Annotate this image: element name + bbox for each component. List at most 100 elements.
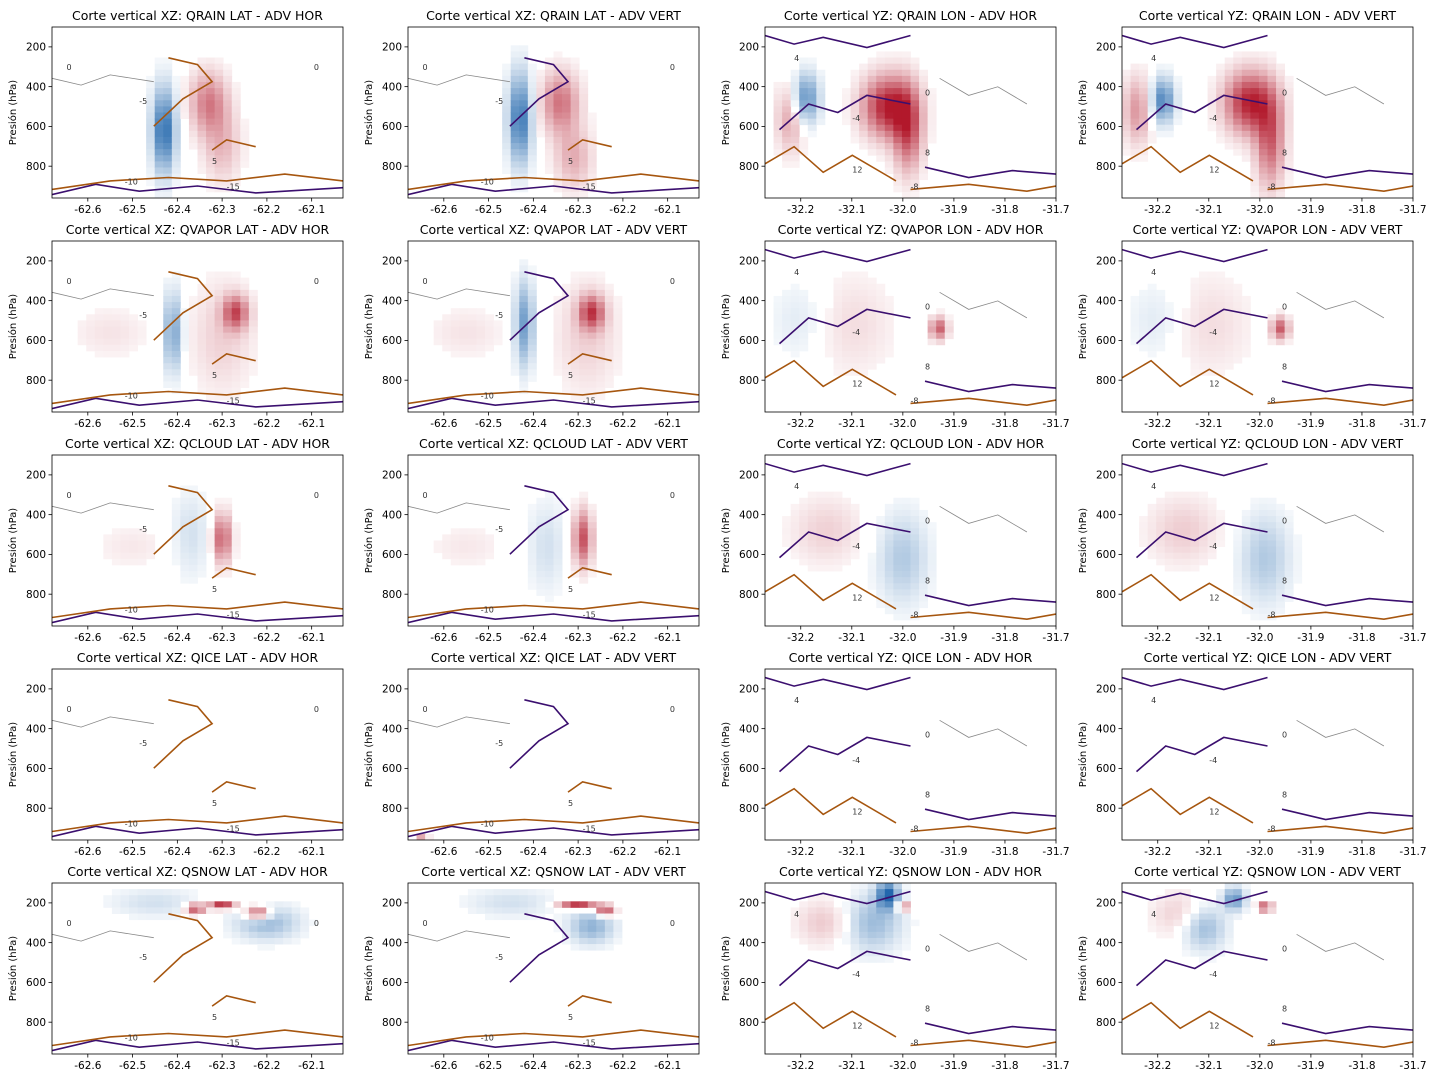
heatmap-cell xyxy=(1207,283,1217,291)
heatmap-cell xyxy=(1276,558,1286,566)
contour-line xyxy=(910,1039,1056,1049)
heatmap-cell xyxy=(493,907,503,914)
heatmap-cell xyxy=(544,161,554,168)
heatmap-cell xyxy=(1284,136,1294,144)
heatmap-cell xyxy=(850,271,860,279)
heatmap-cell xyxy=(596,295,606,303)
heatmap-cell xyxy=(562,320,572,327)
heatmap-cell xyxy=(223,106,233,113)
heatmap-cell xyxy=(927,540,937,548)
heatmap-cell xyxy=(884,344,894,352)
heatmap-cell xyxy=(223,363,233,370)
heatmap-cell xyxy=(1164,546,1174,554)
heatmap-cell xyxy=(850,277,860,285)
heatmap-cell xyxy=(248,295,258,303)
heatmap-cell xyxy=(570,546,580,554)
y-tick-label: 400 xyxy=(382,937,402,949)
heatmap-cell xyxy=(884,320,894,327)
heatmap-cell xyxy=(223,81,233,89)
heatmap-cell xyxy=(562,149,572,156)
heatmap-cell xyxy=(1199,283,1208,291)
heatmap-cell xyxy=(442,344,452,352)
heatmap-cell xyxy=(919,558,929,566)
heatmap-cell xyxy=(867,308,877,315)
x-tick-label: -31.8 xyxy=(991,846,1018,858)
contour-label: -15 xyxy=(583,1038,596,1047)
heatmap-cell xyxy=(1139,130,1149,138)
heatmap-cell xyxy=(1284,577,1294,584)
heatmap-cell xyxy=(1190,277,1200,285)
heatmap-cell xyxy=(1199,956,1208,963)
heatmap-cell xyxy=(188,350,198,358)
heatmap-cell xyxy=(579,118,589,126)
heatmap-cell xyxy=(527,118,537,126)
heatmap-cell xyxy=(596,302,606,309)
heatmap-cell xyxy=(510,357,520,364)
contour-label: 0 xyxy=(1282,730,1287,739)
x-tick-label: -62.6 xyxy=(74,204,101,216)
heatmap-cell xyxy=(799,925,809,933)
heatmap-cell xyxy=(154,155,164,162)
heatmap-cell xyxy=(197,314,207,321)
heatmap-cell xyxy=(1147,552,1157,560)
heatmap-cell xyxy=(876,540,886,548)
heatmap-cell xyxy=(1139,155,1149,162)
heatmap-cell xyxy=(1284,94,1294,101)
heatmap-cell xyxy=(214,338,224,346)
heatmap-cell xyxy=(1241,534,1251,541)
heatmap-cell xyxy=(265,913,275,921)
heatmap-cell xyxy=(893,613,903,621)
heatmap-cell xyxy=(1199,516,1208,523)
heatmap-cell xyxy=(782,112,792,120)
heatmap-cell xyxy=(240,124,250,132)
heatmap-cell xyxy=(901,944,911,951)
heatmap-cell xyxy=(876,143,886,150)
heatmap-cell xyxy=(927,100,937,107)
heatmap-cell xyxy=(544,497,554,505)
heatmap-cell xyxy=(1199,308,1208,315)
heatmap-cell xyxy=(613,332,623,340)
heatmap-cell xyxy=(893,143,903,150)
heatmap-cell xyxy=(1130,143,1140,150)
heatmap-cell xyxy=(180,552,190,560)
heatmap-cell xyxy=(842,509,851,517)
heatmap-cell xyxy=(103,326,113,334)
heatmap-cell xyxy=(807,509,817,517)
heatmap-cell xyxy=(1207,75,1217,83)
heatmap-cell xyxy=(1139,136,1149,144)
heatmap-cell xyxy=(146,124,156,132)
contour-label: 5 xyxy=(568,1013,573,1022)
heatmap-cell xyxy=(1199,522,1208,529)
heatmap-cell xyxy=(1267,601,1277,609)
heatmap-cell xyxy=(824,350,834,358)
heatmap-cell xyxy=(502,889,512,896)
heatmap-cell xyxy=(1250,583,1260,590)
heatmap-cell xyxy=(223,522,233,529)
heatmap-cell xyxy=(1190,314,1200,321)
heatmap-cell xyxy=(1181,308,1191,315)
heatmap-cell xyxy=(1233,124,1243,132)
y-tick-label: 200 xyxy=(739,42,759,54)
heatmap-cell xyxy=(842,497,851,505)
heatmap-cell xyxy=(536,516,546,523)
panel-title: Corte vertical XZ: QVAPOR LAT - ADV VERT xyxy=(420,222,688,237)
heatmap-cell xyxy=(919,112,929,120)
y-tick-label: 200 xyxy=(1096,898,1116,910)
heatmap-cell xyxy=(1250,100,1260,107)
heatmap-cell xyxy=(459,901,469,908)
heatmap-cell xyxy=(171,320,181,327)
heatmap-cell xyxy=(527,907,537,914)
heatmap-cell xyxy=(893,552,903,560)
heatmap-cell xyxy=(604,907,614,914)
heatmap-cell xyxy=(1147,289,1157,297)
heatmap-cell xyxy=(773,338,783,346)
heatmap-cell xyxy=(1190,509,1200,517)
heatmap-cell xyxy=(111,558,121,566)
heatmap-cell xyxy=(850,528,860,535)
heatmap-cell xyxy=(188,130,198,138)
contour-line xyxy=(1267,397,1413,407)
heatmap-cell xyxy=(901,81,911,89)
heatmap-cell xyxy=(850,522,860,529)
heatmap-cell xyxy=(214,118,224,126)
heatmap-cell xyxy=(231,277,241,285)
